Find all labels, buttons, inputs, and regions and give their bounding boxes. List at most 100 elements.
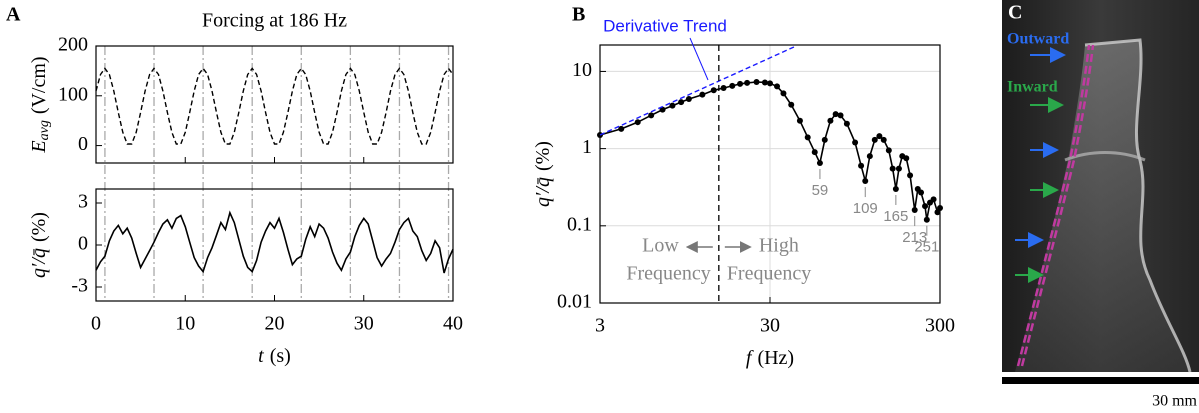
data-point xyxy=(843,120,850,127)
data-point xyxy=(648,112,655,119)
axis-label: q′/q̄ (%) xyxy=(28,212,50,278)
data-point xyxy=(922,203,929,210)
data-point xyxy=(858,162,865,169)
scale-bar-label: 30 mm xyxy=(1152,393,1197,410)
x-tick-label: 30 xyxy=(354,313,374,335)
data-point xyxy=(796,117,803,124)
data-point xyxy=(880,136,887,143)
dip-label: 109 xyxy=(853,200,878,217)
data-point xyxy=(821,136,828,143)
x-tick-label: 3 xyxy=(595,315,605,337)
x-tick-label: 10 xyxy=(175,313,195,335)
region-label: Low xyxy=(642,235,679,257)
data-point xyxy=(685,95,692,102)
axis-label: q′/q̄ (%) xyxy=(532,141,554,207)
trend-leader xyxy=(689,37,709,81)
data-point xyxy=(889,165,896,172)
axis-symbol: t xyxy=(258,345,264,367)
axis-unit: (%) xyxy=(532,141,554,171)
dip-label: 251 xyxy=(914,239,939,256)
data-point xyxy=(710,87,717,94)
data-point xyxy=(907,172,914,179)
dip-label: 59 xyxy=(812,182,829,199)
data-point xyxy=(852,139,859,146)
panel-label: C xyxy=(1008,2,1022,24)
data-point xyxy=(744,79,751,86)
x-tick-label: 40 xyxy=(443,313,463,335)
inward-label: Inward xyxy=(1007,79,1058,96)
data-point xyxy=(634,119,641,126)
data-line xyxy=(95,210,454,274)
y-tick-label: -3 xyxy=(71,275,88,297)
y-tick-label: 3 xyxy=(78,191,88,213)
chart-title: Forcing at 186 Hz xyxy=(202,10,347,32)
y-tick-label: 1 xyxy=(582,136,592,158)
y-tick-label: 10 xyxy=(572,59,592,81)
data-point xyxy=(866,153,873,160)
x-tick-label: 30 xyxy=(760,315,780,337)
data-point xyxy=(699,91,706,98)
y-tick-label: 0.01 xyxy=(557,291,592,313)
axis-symbol: E xyxy=(28,140,50,153)
data-point xyxy=(780,90,787,97)
data-point xyxy=(918,189,925,196)
x-tick-label: 300 xyxy=(925,315,955,337)
data-point xyxy=(816,160,823,167)
axis-label: f (Hz) xyxy=(746,347,794,369)
data-point xyxy=(767,80,773,87)
data-point xyxy=(811,149,818,156)
data-point xyxy=(930,196,937,203)
data-point xyxy=(937,205,943,212)
data-line xyxy=(599,45,796,136)
y-tick-label: 0 xyxy=(78,233,88,255)
trend-label: Derivative Trend xyxy=(603,16,727,35)
data-point xyxy=(761,79,768,86)
data-point xyxy=(804,134,811,141)
data-point xyxy=(837,112,844,119)
data-point xyxy=(788,101,795,108)
data-point xyxy=(832,111,839,118)
region-label: Frequency xyxy=(626,263,710,285)
y-tick-label: 100 xyxy=(58,83,88,105)
data-point xyxy=(876,133,883,140)
data-point xyxy=(903,155,910,162)
data-point xyxy=(871,136,878,143)
data-point xyxy=(618,125,625,132)
axis-symbol: q′/q̄ xyxy=(28,248,50,278)
y-tick-label: 0 xyxy=(78,133,88,155)
data-point xyxy=(827,117,834,124)
data-point xyxy=(911,207,918,214)
region-label: Frequency xyxy=(727,263,811,285)
data-point xyxy=(678,99,685,106)
y-tick-label: 0.1 xyxy=(567,213,592,235)
panel-label: A xyxy=(6,4,21,26)
axis-symbol: q′/q̄ xyxy=(532,177,554,207)
data-line xyxy=(599,81,941,220)
data-point xyxy=(659,106,666,113)
x-tick-label: 20 xyxy=(265,313,285,335)
axis-unit: (s) xyxy=(270,345,291,367)
data-point xyxy=(923,216,930,223)
outward-label: Outward xyxy=(1007,31,1069,48)
axis-symbol: f xyxy=(746,347,754,369)
y-tick-label: 200 xyxy=(58,34,88,56)
axis-subscript: avg xyxy=(37,120,52,140)
data-point xyxy=(862,178,869,185)
axis-unit: (%) xyxy=(28,212,50,242)
dip-label: 213 xyxy=(902,229,927,246)
axis-label: t (s) xyxy=(258,345,291,367)
dip-label: 165 xyxy=(883,208,908,225)
panel-label: B xyxy=(572,4,585,26)
data-point xyxy=(774,83,781,90)
region-label: High xyxy=(759,235,799,257)
data-point xyxy=(885,147,892,154)
data-point xyxy=(729,82,736,89)
x-tick-label: 0 xyxy=(91,313,101,335)
axis-label: Eavg (V/cm) xyxy=(28,56,53,153)
data-point xyxy=(892,185,899,192)
data-line xyxy=(95,67,454,145)
axis-unit: (Hz) xyxy=(757,347,794,369)
data-point xyxy=(753,78,760,85)
axis-unit: (V/cm) xyxy=(28,56,50,114)
